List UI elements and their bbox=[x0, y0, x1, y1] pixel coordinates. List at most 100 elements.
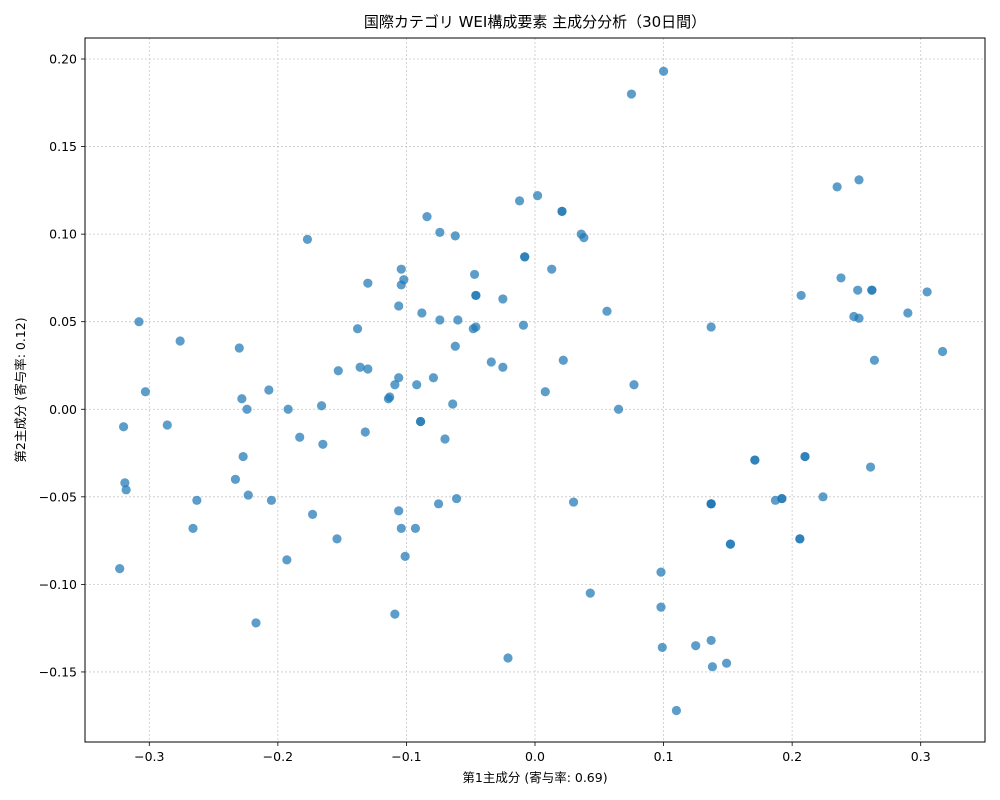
data-point bbox=[243, 490, 253, 500]
data-point bbox=[242, 404, 252, 414]
grid bbox=[85, 38, 985, 742]
data-point bbox=[282, 555, 292, 565]
data-point bbox=[363, 278, 373, 288]
data-point bbox=[188, 523, 198, 533]
data-point bbox=[417, 308, 427, 318]
data-point bbox=[410, 523, 421, 533]
data-point bbox=[707, 662, 718, 672]
data-points bbox=[115, 66, 948, 716]
data-point bbox=[415, 416, 426, 427]
y-tick-label: 0.10 bbox=[49, 227, 77, 242]
data-point bbox=[706, 499, 716, 509]
x-tick-label: 0.1 bbox=[654, 749, 674, 764]
data-point bbox=[264, 385, 274, 395]
data-point bbox=[854, 313, 864, 323]
data-point bbox=[557, 206, 567, 216]
data-point bbox=[302, 234, 313, 244]
data-point bbox=[192, 495, 202, 505]
plot-frame bbox=[84, 37, 986, 743]
y-tick-label: −0.10 bbox=[39, 577, 77, 592]
data-point bbox=[115, 564, 125, 574]
data-point bbox=[121, 485, 131, 495]
data-point bbox=[283, 404, 293, 414]
data-point bbox=[498, 362, 508, 372]
data-point bbox=[428, 373, 439, 383]
data-point bbox=[725, 539, 736, 549]
data-point bbox=[450, 231, 460, 241]
data-point bbox=[658, 66, 669, 76]
data-point bbox=[656, 602, 666, 612]
x-tick-label: −0.3 bbox=[134, 749, 164, 764]
x-tick-label: −0.2 bbox=[263, 749, 293, 764]
data-point bbox=[333, 366, 343, 376]
data-point bbox=[853, 285, 863, 295]
data-point bbox=[383, 394, 394, 404]
data-point bbox=[352, 324, 363, 334]
data-point bbox=[234, 343, 244, 353]
data-point bbox=[469, 269, 480, 280]
x-tick-label: 0.2 bbox=[782, 749, 802, 764]
data-point bbox=[613, 404, 624, 414]
data-point bbox=[394, 373, 404, 383]
data-point bbox=[796, 290, 806, 301]
data-point bbox=[721, 658, 732, 668]
data-point bbox=[451, 493, 462, 504]
data-point bbox=[547, 264, 557, 274]
y-tick-label: 0.05 bbox=[49, 314, 77, 329]
x-axis-ticks: −0.3 −0.2 −0.1 0.0 0.1 0.2 0.3 bbox=[134, 742, 931, 764]
y-tick-label: 0.00 bbox=[49, 402, 77, 417]
data-point bbox=[818, 492, 828, 502]
data-point bbox=[518, 320, 529, 330]
data-point bbox=[435, 227, 445, 237]
y-tick-label: 0.15 bbox=[49, 139, 77, 154]
y-axis-label: 第2主成分 (寄与率: 0.12) bbox=[13, 317, 28, 462]
data-point bbox=[579, 233, 589, 243]
data-point bbox=[237, 394, 247, 404]
data-point bbox=[396, 264, 406, 274]
data-point bbox=[540, 387, 550, 397]
data-point bbox=[162, 420, 172, 430]
data-point bbox=[251, 618, 261, 628]
data-point bbox=[230, 474, 241, 484]
data-point bbox=[865, 462, 876, 472]
data-point bbox=[691, 641, 701, 651]
data-point bbox=[332, 534, 342, 544]
data-point bbox=[800, 451, 810, 462]
data-point bbox=[390, 609, 400, 619]
data-point bbox=[832, 182, 842, 192]
data-point bbox=[471, 290, 481, 301]
data-point bbox=[867, 285, 877, 295]
data-point bbox=[532, 191, 543, 201]
data-point bbox=[433, 499, 444, 509]
data-point bbox=[266, 495, 277, 505]
y-axis-ticks: −0.15 −0.10 −0.05 0.00 0.05 0.10 0.15 0.20 bbox=[39, 52, 85, 679]
data-point bbox=[585, 588, 595, 598]
data-point bbox=[394, 506, 404, 516]
data-point bbox=[629, 380, 639, 390]
data-point bbox=[706, 322, 716, 332]
data-point bbox=[903, 308, 913, 318]
data-point bbox=[118, 422, 129, 432]
data-point bbox=[520, 252, 530, 262]
y-tick-label: −0.05 bbox=[39, 489, 77, 504]
data-point bbox=[355, 362, 365, 372]
data-point bbox=[400, 551, 410, 561]
data-point bbox=[453, 315, 463, 325]
data-point bbox=[318, 439, 328, 449]
data-point bbox=[795, 534, 805, 544]
data-point bbox=[422, 212, 432, 222]
x-axis-label: 第1主成分 (寄与率: 0.69) bbox=[462, 770, 607, 785]
data-point bbox=[770, 495, 781, 505]
data-point bbox=[922, 287, 932, 297]
data-point bbox=[558, 355, 568, 365]
data-point bbox=[568, 497, 579, 507]
data-point bbox=[937, 346, 948, 357]
data-point bbox=[448, 399, 458, 409]
y-tick-label: 0.20 bbox=[49, 52, 77, 67]
x-tick-label: 0.0 bbox=[525, 749, 545, 764]
data-point bbox=[486, 357, 496, 367]
data-point bbox=[307, 509, 318, 519]
data-point bbox=[706, 635, 716, 646]
data-point bbox=[750, 455, 760, 465]
data-point bbox=[120, 478, 130, 488]
